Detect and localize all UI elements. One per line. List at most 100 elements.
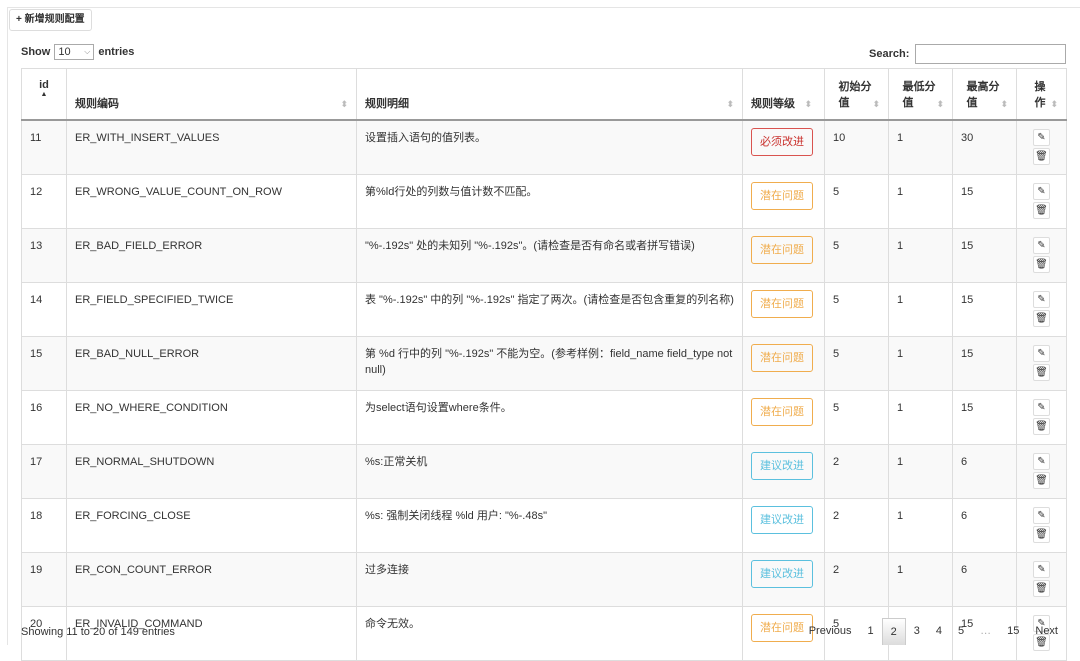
column-header-min[interactable]: 最低分值 ⬍ [888, 68, 953, 121]
edit-icon[interactable]: ✎ [1033, 561, 1050, 578]
edit-icon[interactable]: ✎ [1033, 345, 1050, 362]
cell-min: 1 [888, 444, 953, 499]
level-badge: 建议改进 [751, 560, 813, 588]
cell-level: 潜在问题 [742, 174, 825, 229]
cell-level: 建议改进 [742, 444, 825, 499]
show-label: Show [21, 46, 51, 58]
table-row: 13 ER_BAD_FIELD_ERROR "%-.192s" 处的未知列 "%-.… [21, 228, 1067, 283]
cell-min: 1 [888, 498, 953, 553]
cell-init: 2 [824, 444, 889, 499]
edit-icon[interactable]: ✎ [1033, 615, 1050, 632]
previous-button[interactable]: Previous [808, 625, 852, 637]
edit-icon[interactable]: ✎ [1033, 129, 1050, 146]
trash-icon[interactable]: 🗑 [1033, 418, 1050, 435]
page-2[interactable]: 2 [881, 618, 906, 645]
level-badge: 潜在问题 [751, 236, 813, 264]
trash-icon[interactable]: 🗑 [1033, 472, 1050, 489]
cell-id: 18 [21, 498, 67, 553]
edit-icon[interactable]: ✎ [1033, 399, 1050, 416]
cell-min: 1 [888, 174, 953, 229]
page-4[interactable]: 4 [935, 625, 942, 637]
cell-level: 潜在问题 [742, 282, 825, 337]
cell-code: ER_NORMAL_SHUTDOWN [66, 444, 357, 499]
panel [7, 7, 1080, 645]
pagination-ellipsis[interactable]: … [980, 625, 992, 637]
cell-code: ER_FORCING_CLOSE [66, 498, 357, 553]
search-input[interactable] [915, 44, 1067, 64]
trash-icon[interactable]: 🗑 [1033, 364, 1050, 381]
trash-icon[interactable]: 🗑 [1033, 256, 1050, 273]
column-label: 初始分值 [838, 81, 872, 109]
sort-icon: ⬍ [804, 99, 812, 109]
length-control: Show 10 ⌵ entries [21, 44, 134, 60]
cell-max: 30 [952, 119, 1017, 175]
cell-id: 13 [21, 228, 67, 283]
cell-actions: ✎ 🗑 [1016, 390, 1067, 445]
table-info: Showing 11 to 20 of 149 entries [21, 626, 175, 638]
cell-detail: 第%ld行处的列数与值计数不匹配。 [356, 174, 743, 229]
sort-icon: ⬍ [936, 99, 944, 109]
cell-code: ER_BAD_NULL_ERROR [66, 336, 357, 391]
edit-icon[interactable]: ✎ [1033, 507, 1050, 524]
column-label: 最低分值 [902, 81, 936, 109]
cell-min: 1 [888, 228, 953, 283]
cell-id: 19 [21, 552, 67, 607]
column-label: 操作 [1034, 81, 1046, 109]
trash-icon[interactable]: 🗑 [1033, 526, 1050, 543]
cell-init: 5 [824, 282, 889, 337]
column-header-level[interactable]: 规则等级 ⬍ [742, 68, 825, 121]
column-header-ops[interactable]: 操作 ⬍ [1016, 68, 1067, 121]
table-row: 12 ER_WRONG_VALUE_COUNT_ON_ROW 第%ld行处的列数与值… [21, 174, 1067, 229]
cell-detail: %s:正常关机 [356, 444, 743, 499]
chevron-down-icon: ⌵ [84, 47, 91, 56]
cell-code: ER_WITH_INSERT_VALUES [66, 119, 357, 175]
level-badge: 潜在问题 [751, 182, 813, 210]
cell-actions: ✎ 🗑 [1016, 498, 1067, 553]
add-rule-button[interactable]: + 新增规则配置 [9, 9, 92, 31]
entries-select[interactable]: 10 ⌵ [54, 44, 95, 60]
table-row: 18 ER_FORCING_CLOSE %s: 强制关闭线程 %ld 用户: "%-… [21, 498, 1067, 553]
cell-max: 15 [952, 336, 1017, 391]
cell-init: 5 [824, 174, 889, 229]
cell-init: 5 [824, 336, 889, 391]
cell-level: 潜在问题 [742, 228, 825, 283]
column-header-detail[interactable]: 规则明细 ⬍ [356, 68, 743, 121]
cell-actions: ✎ 🗑 [1016, 444, 1067, 499]
cell-level: 潜在问题 [742, 390, 825, 445]
sort-icon: ⬍ [1000, 99, 1008, 109]
trash-icon[interactable]: 🗑 [1033, 580, 1050, 597]
cell-max: 15 [952, 174, 1017, 229]
column-header-id[interactable]: id ▲ [21, 68, 67, 121]
trash-icon[interactable]: 🗑 [1033, 202, 1050, 219]
cell-detail: "%-.192s" 处的未知列 "%-.192s"。(请检查是否有命名或者拼写错… [356, 228, 743, 283]
page-1[interactable]: 1 [867, 625, 874, 637]
page-3[interactable]: 3 [913, 625, 920, 637]
cell-max: 6 [952, 498, 1017, 553]
cell-detail: 表 "%-.192s" 中的列 "%-.192s" 指定了两次。(请检查是否包含… [356, 282, 743, 337]
page-5[interactable]: 5 [958, 625, 965, 637]
rules-table: id ▲ 规则编码 ⬍ 规则明细 ⬍ 规则等级 ⬍ 初始分值 ⬍ 最低分值 ⬍ 最高分值 ⬍ 操作 ⬍ 11 E… [21, 68, 1067, 661]
table-row: 16 ER_NO_WHERE_CONDITION 为select语句设置where条… [21, 390, 1067, 445]
column-header-init[interactable]: 初始分值 ⬍ [824, 68, 889, 121]
cell-init: 2 [824, 552, 889, 607]
sort-asc-icon: ▲ [40, 91, 48, 98]
column-header-code[interactable]: 规则编码 ⬍ [66, 68, 357, 121]
cell-init: 10 [824, 119, 889, 175]
trash-icon[interactable]: 🗑 [1033, 148, 1050, 165]
edit-icon[interactable]: ✎ [1033, 453, 1050, 470]
next-button[interactable]: Next [1035, 625, 1058, 637]
cell-min: 1 [888, 282, 953, 337]
edit-icon[interactable]: ✎ [1033, 183, 1050, 200]
entries-label: entries [98, 46, 135, 58]
table-row: 15 ER_BAD_NULL_ERROR 第 %d 行中的列 "%-.192s" 不… [21, 336, 1067, 391]
cell-init: 5 [824, 228, 889, 283]
entries-value: 10 [58, 46, 71, 58]
cell-id: 12 [21, 174, 67, 229]
page-15[interactable]: 15 [1007, 625, 1020, 637]
column-header-max[interactable]: 最高分值 ⬍ [952, 68, 1017, 121]
level-badge: 建议改进 [751, 452, 813, 480]
trash-icon[interactable]: 🗑 [1033, 310, 1050, 327]
edit-icon[interactable]: ✎ [1033, 291, 1050, 308]
edit-icon[interactable]: ✎ [1033, 237, 1050, 254]
cell-min: 1 [888, 336, 953, 391]
